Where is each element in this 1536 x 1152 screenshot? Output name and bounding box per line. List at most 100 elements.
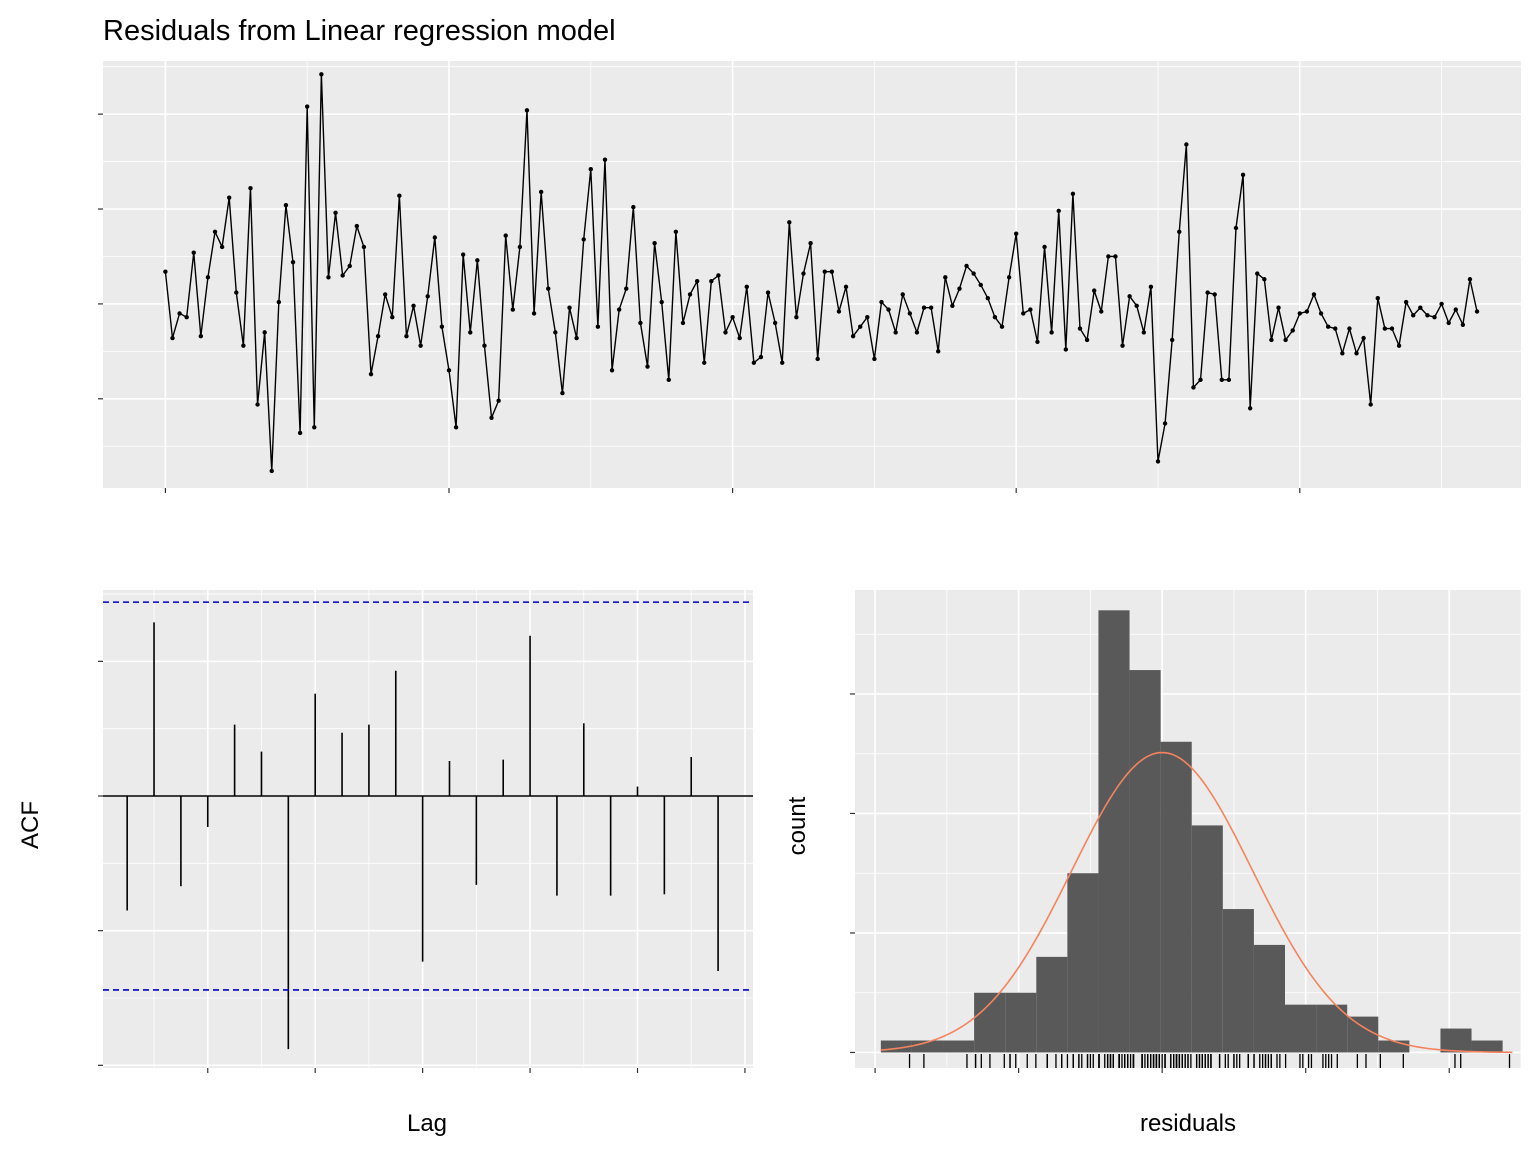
residual-point (1411, 313, 1416, 318)
residual-point (978, 282, 983, 288)
residual-point (1091, 288, 1097, 293)
residual-point (446, 368, 452, 373)
residual-point (283, 203, 289, 208)
histogram-bar (880, 1040, 912, 1053)
residual-point (659, 299, 664, 305)
residual-point (524, 108, 530, 113)
residual-point (241, 343, 246, 348)
residual-point (234, 290, 239, 295)
residual-point (262, 330, 267, 335)
residual-point (716, 273, 721, 278)
residual-point (730, 315, 735, 320)
residual-point (411, 303, 416, 309)
residual-point (1297, 311, 1302, 316)
histogram-x-axis-title: residuals (1140, 1110, 1236, 1137)
residual-point (460, 252, 466, 257)
residual-point (865, 315, 870, 320)
residual-point (836, 309, 842, 314)
residual-point (765, 290, 771, 295)
residual-point (191, 250, 196, 255)
residual-point (212, 229, 218, 234)
residual-point (673, 229, 679, 234)
residual-point (326, 275, 331, 280)
residual-point (858, 324, 863, 329)
residual-point (680, 320, 686, 326)
residual-point (964, 263, 969, 269)
residual-point (1283, 337, 1288, 343)
residual-point (879, 299, 884, 305)
residual-point (1042, 244, 1047, 250)
histogram-bar (911, 1040, 944, 1053)
histogram-bar (943, 1040, 975, 1053)
residual-point (602, 157, 608, 162)
residual-point (453, 425, 459, 430)
residual-point (815, 356, 820, 362)
histogram-bar (1129, 670, 1161, 1053)
residual-point (517, 244, 523, 250)
residual-point (957, 286, 962, 291)
residual-point (382, 292, 388, 297)
histogram-bar (1347, 1016, 1379, 1053)
histogram-bar (1098, 610, 1130, 1053)
residual-point (1347, 326, 1352, 331)
residual-point (772, 320, 778, 326)
residual-point (1333, 326, 1338, 331)
residual-point (1162, 421, 1168, 426)
residual-point (361, 244, 367, 250)
residual-point (794, 315, 799, 320)
residual-point (219, 244, 225, 250)
residual-point (744, 284, 749, 290)
residual-point (290, 259, 296, 265)
residual-point (616, 307, 622, 312)
residual-point (1184, 142, 1189, 147)
residual-point (907, 311, 913, 316)
residual-point (1113, 254, 1118, 259)
plot-title: Residuals from Linear regression model (103, 15, 616, 47)
residual-point (184, 315, 189, 320)
residual-point (574, 335, 579, 341)
residual-point (553, 330, 558, 335)
residual-point (1446, 320, 1451, 326)
residual-point (1141, 330, 1147, 335)
residual-point (1467, 277, 1473, 282)
residual-point (510, 307, 516, 312)
histogram-y-axis-title: count (784, 796, 811, 855)
residual-point (787, 220, 792, 225)
residual-point (936, 349, 941, 354)
residual-point (1361, 335, 1366, 341)
residual-point (567, 305, 572, 310)
residual-point (822, 269, 827, 274)
residual-point (297, 430, 303, 436)
residual-point (1418, 305, 1423, 310)
acf-panel-background (103, 590, 753, 1068)
acf-y-axis-title: ACF (17, 801, 44, 849)
residual-point (276, 299, 282, 305)
acf-x-axis-title: Lag (407, 1110, 447, 1137)
histogram-bar (1160, 741, 1192, 1053)
residual-point (801, 271, 806, 276)
residual-point (829, 269, 835, 274)
residual-point (1049, 330, 1054, 335)
residual-point (1177, 229, 1182, 234)
residual-point (1148, 284, 1154, 290)
residual-point (496, 398, 501, 403)
residuals-time-series-panel: Residuals from Linear regression model (98, 15, 1521, 493)
residual-point (1474, 309, 1480, 314)
acf-panel: Lag ACF (17, 590, 753, 1137)
residual-point (1255, 271, 1260, 276)
residual-point (687, 292, 693, 297)
residual-point (1006, 275, 1012, 280)
residual-point (489, 415, 494, 420)
residual-point (595, 324, 601, 329)
residual-point (808, 240, 813, 246)
residual-point (1354, 351, 1359, 356)
residual-point (1396, 343, 1402, 348)
residual-point (503, 233, 508, 238)
residual-point (205, 275, 211, 280)
residual-point (609, 368, 615, 373)
residual-point (843, 284, 849, 290)
residual-point (999, 324, 1005, 329)
residual-point (1056, 208, 1061, 214)
residual-point (921, 305, 927, 310)
residual-point (928, 305, 934, 310)
